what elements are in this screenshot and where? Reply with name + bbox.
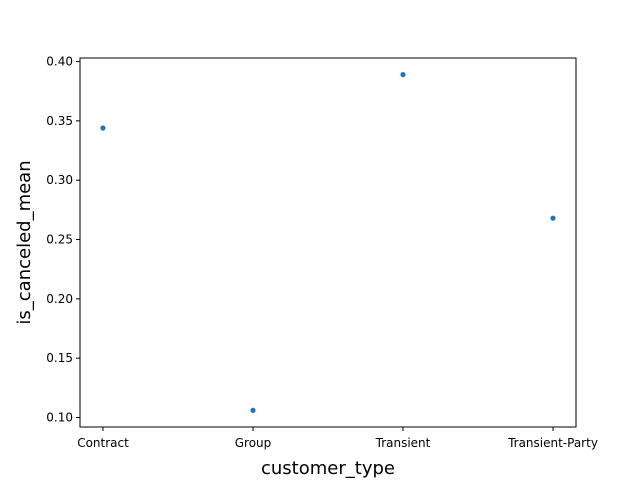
data-point: [100, 125, 106, 131]
x-tick-label: Transient-Party: [507, 436, 598, 450]
x-axis-title: customer_type: [261, 458, 395, 479]
y-tick-label: 0.10: [46, 411, 73, 425]
data-point: [550, 215, 556, 221]
y-tick-label: 0.35: [46, 114, 73, 128]
y-tick-label: 0.30: [46, 173, 73, 187]
x-tick-label: Group: [235, 436, 272, 450]
y-axis: 0.10 0.15 0.20 0.25 0.30 0.35 0.40: [46, 55, 80, 425]
x-axis: Contract Group Transient Transient-Party: [77, 427, 598, 450]
data-points: [100, 72, 556, 413]
y-axis-title: is_canceled_mean: [14, 160, 35, 324]
plot-area: [79, 57, 577, 428]
y-tick-label: 0.40: [46, 55, 73, 69]
x-tick-label: Transient: [375, 436, 431, 450]
data-point: [400, 72, 406, 78]
x-tick-label: Contract: [77, 436, 129, 450]
data-point: [250, 407, 256, 413]
y-tick-label: 0.20: [46, 292, 73, 306]
y-tick-label: 0.15: [46, 351, 73, 365]
y-tick-label: 0.25: [46, 233, 73, 247]
plot-frame: [79, 57, 577, 428]
